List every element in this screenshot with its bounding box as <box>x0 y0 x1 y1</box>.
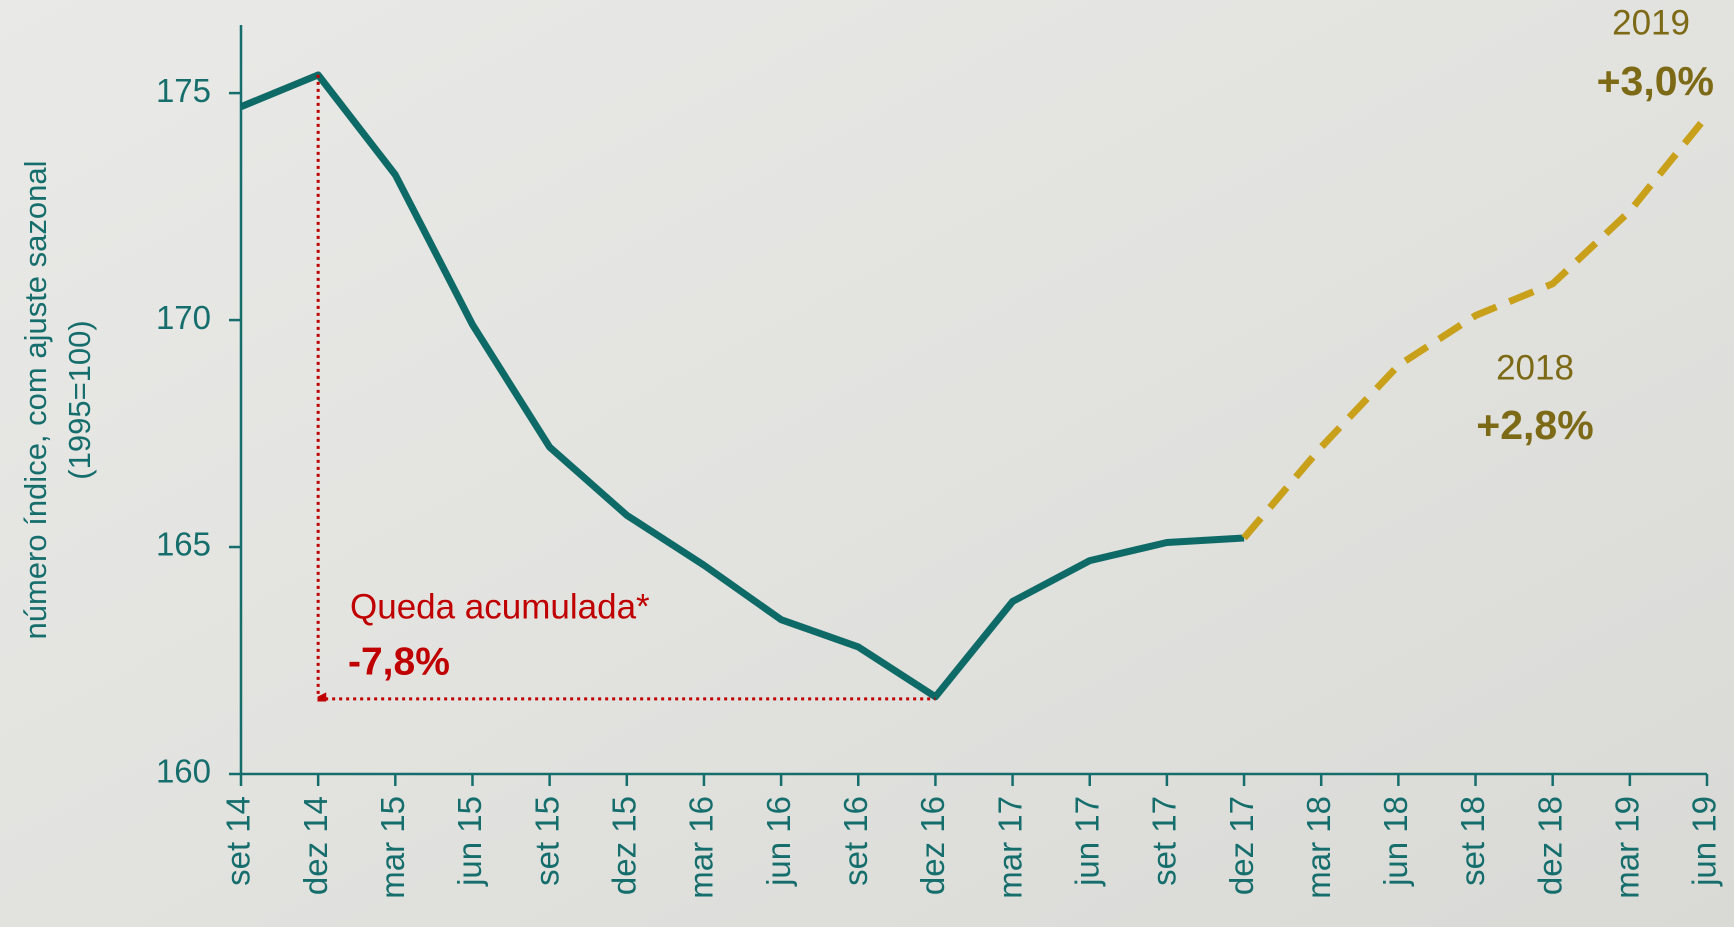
y-tick-label: 165 <box>156 526 211 563</box>
y-tick-label: 175 <box>156 72 211 109</box>
x-tick-label: jun 16 <box>760 796 797 887</box>
x-tick-label: dez 15 <box>606 796 643 895</box>
annotation: 2019 <box>1612 3 1690 42</box>
x-tick-label: mar 16 <box>683 796 720 899</box>
annotation: Queda acumulada* <box>350 587 650 626</box>
x-tick-label: dez 16 <box>914 796 951 895</box>
x-tick-label: set 16 <box>837 796 874 886</box>
x-tick-label: dez 17 <box>1223 796 1260 895</box>
x-tick-label: set 17 <box>1146 796 1183 886</box>
annotation: -7,8% <box>348 640 450 683</box>
x-tick-label: mar 15 <box>374 796 411 899</box>
x-tick-label: mar 17 <box>991 796 1028 899</box>
y-tick-label: 170 <box>156 299 211 336</box>
x-tick-label: mar 19 <box>1609 796 1646 899</box>
x-tick-label: set 14 <box>220 796 257 886</box>
annotation: +3,0% <box>1597 58 1714 104</box>
x-tick-label: set 15 <box>528 796 565 886</box>
y-axis-label: número índice, com ajuste sazonal <box>18 160 53 639</box>
x-tick-label: mar 18 <box>1300 796 1337 899</box>
x-tick-label: jun 17 <box>1068 796 1105 887</box>
x-tick-label: jun 19 <box>1686 796 1723 887</box>
data-line <box>239 71 1245 701</box>
annotation: +2,8% <box>1476 402 1593 448</box>
y-tick-label: 160 <box>156 753 211 790</box>
x-tick-label: dez 18 <box>1531 796 1568 895</box>
x-tick-label: jun 18 <box>1377 796 1414 887</box>
x-tick-label: set 18 <box>1454 796 1491 886</box>
annotation: 2018 <box>1496 348 1574 387</box>
x-tick-label: jun 15 <box>451 796 488 887</box>
x-tick-label: dez 14 <box>297 796 334 895</box>
data-line <box>1241 113 1710 541</box>
y-axis-label: (1995=100) <box>62 320 97 479</box>
